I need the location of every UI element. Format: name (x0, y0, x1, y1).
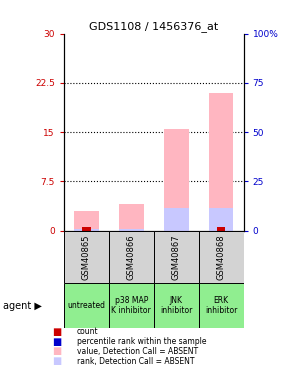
Text: JNK
inhibitor: JNK inhibitor (160, 296, 192, 315)
Text: ■: ■ (52, 327, 61, 337)
Bar (217, 227, 225, 231)
Text: agent ▶: agent ▶ (3, 301, 42, 310)
Text: ■: ■ (52, 337, 61, 346)
Text: value, Detection Call = ABSENT: value, Detection Call = ABSENT (77, 347, 198, 356)
Text: ERK
inhibitor: ERK inhibitor (205, 296, 237, 315)
FancyBboxPatch shape (199, 231, 244, 283)
Text: GSM40867: GSM40867 (172, 234, 181, 280)
Bar (164, 129, 189, 231)
Bar (164, 208, 189, 231)
Text: count: count (77, 327, 99, 336)
Text: GSM40866: GSM40866 (127, 234, 136, 280)
Text: GSM40865: GSM40865 (82, 234, 91, 280)
Text: p38 MAP
K inhibitor: p38 MAP K inhibitor (111, 296, 151, 315)
Bar (119, 204, 144, 231)
Bar (74, 211, 99, 231)
Bar (74, 229, 99, 231)
Bar (209, 93, 233, 231)
Bar (82, 227, 90, 231)
Text: rank, Detection Call = ABSENT: rank, Detection Call = ABSENT (77, 357, 194, 366)
FancyBboxPatch shape (64, 283, 109, 328)
Text: ■: ■ (52, 356, 61, 366)
Text: GSM40868: GSM40868 (217, 234, 226, 280)
FancyBboxPatch shape (64, 231, 109, 283)
Bar (119, 229, 144, 231)
FancyBboxPatch shape (109, 283, 154, 328)
FancyBboxPatch shape (154, 283, 199, 328)
Text: GDS1108 / 1456376_at: GDS1108 / 1456376_at (89, 21, 218, 32)
Text: untreated: untreated (67, 301, 105, 310)
FancyBboxPatch shape (199, 283, 244, 328)
FancyBboxPatch shape (154, 231, 199, 283)
FancyBboxPatch shape (109, 231, 154, 283)
Bar (209, 208, 233, 231)
Text: ■: ■ (52, 346, 61, 356)
Text: percentile rank within the sample: percentile rank within the sample (77, 337, 206, 346)
